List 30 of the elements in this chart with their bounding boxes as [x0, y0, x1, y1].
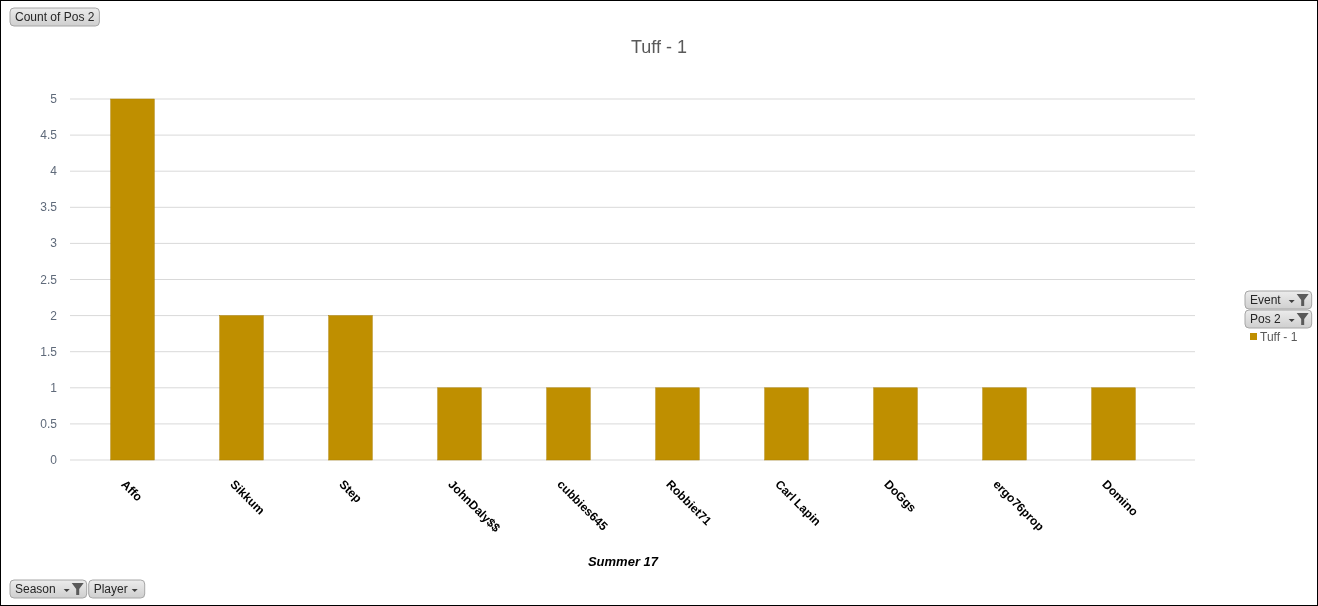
bar — [110, 98, 155, 461]
bar — [655, 387, 700, 461]
y-tick-label: 2 — [50, 308, 58, 323]
bar — [437, 387, 482, 461]
bar — [328, 315, 373, 461]
bar — [546, 387, 591, 461]
bar — [1091, 387, 1136, 461]
y-tick-label: 5 — [50, 92, 58, 106]
bar — [219, 315, 264, 461]
text: Pos 2 — [1250, 312, 1282, 326]
text: Season — [15, 582, 56, 596]
y-tick-label: 0 — [50, 453, 58, 467]
y-tick-label: 1.5 — [40, 344, 58, 359]
text: Event — [1250, 293, 1282, 307]
x-axis-title: Summer 17 — [587, 554, 659, 569]
bar — [764, 387, 809, 461]
chart-title: Tuff - 1 — [630, 37, 688, 57]
bar — [873, 387, 918, 461]
bar — [982, 387, 1027, 461]
y-tick-label: 1 — [50, 380, 58, 395]
legend-label: Tuff - 1 — [1260, 330, 1298, 344]
x-tick-label: Affo — [118, 477, 146, 505]
y-tick-label: 2.5 — [40, 272, 58, 287]
y-tick-label: 4 — [50, 164, 58, 179]
y-tick-label: 3.5 — [40, 200, 58, 215]
y-tick-label: 0.5 — [40, 416, 58, 431]
text: Count of Pos 2 — [15, 10, 95, 24]
text: Player — [93, 582, 128, 596]
y-tick-label: 4.5 — [40, 128, 58, 143]
y-tick-label: 3 — [50, 236, 58, 251]
